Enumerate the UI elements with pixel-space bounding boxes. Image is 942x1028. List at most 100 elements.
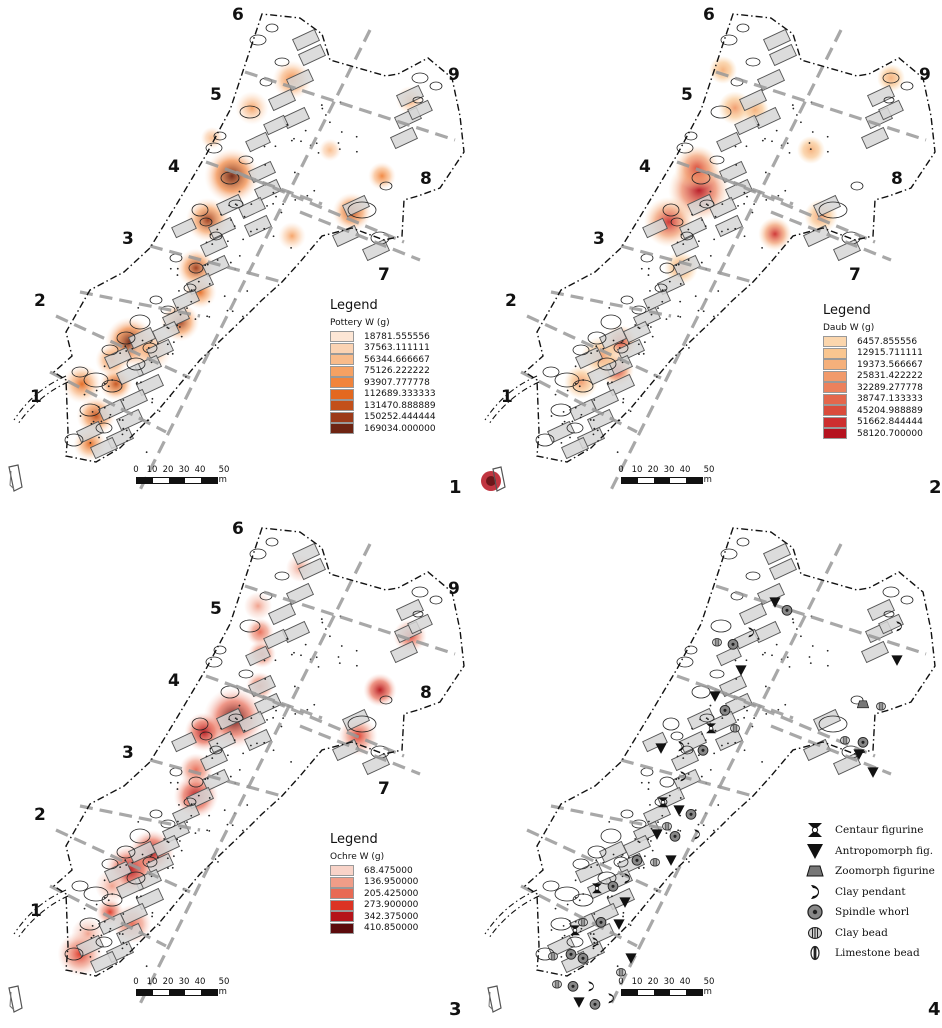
road-edge <box>13 375 67 421</box>
post-hole <box>554 907 557 910</box>
scale-bar-segment <box>137 990 153 995</box>
post-hole <box>608 820 611 823</box>
density-hotspot <box>709 56 737 84</box>
clay-bead-icon <box>650 858 660 867</box>
panel-number: 4 <box>928 999 941 1020</box>
post-hole <box>355 135 358 138</box>
scale-bar-segment <box>153 478 169 483</box>
post-hole <box>709 190 712 193</box>
legend-class-label: 68.475000 <box>364 865 413 876</box>
post-hole <box>622 401 624 404</box>
north-arrow-icon <box>8 985 23 1013</box>
area-number-label: 6 <box>703 5 715 25</box>
building-outline <box>878 99 904 121</box>
legend-class-label: 342.375000 <box>364 911 419 922</box>
post-hole <box>679 829 682 832</box>
antropomorph-figurine-icon <box>655 743 667 754</box>
pit-feature <box>572 344 590 356</box>
post-hole <box>809 148 812 151</box>
clay-pendant-icon <box>608 993 614 1004</box>
pit-feature <box>631 819 647 829</box>
post-hole <box>92 420 95 423</box>
post-hole <box>306 194 309 197</box>
spindle-whorl-icon <box>607 880 619 892</box>
post-hole <box>777 708 780 711</box>
post-hole <box>178 840 181 842</box>
legend-class-label: 75126.222222 <box>364 366 430 377</box>
post-hole <box>595 345 598 348</box>
post-hole <box>167 841 170 844</box>
pit-feature <box>129 314 151 330</box>
building-outline <box>75 420 105 444</box>
post-hole <box>620 341 623 344</box>
post-hole <box>612 339 615 342</box>
post-hole <box>554 393 557 396</box>
legend-item-label: Clay pendant <box>835 885 906 898</box>
post-hole <box>602 347 605 350</box>
post-hole <box>622 397 625 400</box>
legend-swatch <box>330 388 354 400</box>
post-hole <box>317 666 320 668</box>
excavation-grid-line <box>609 29 843 491</box>
building-outline <box>678 730 708 754</box>
post-hole <box>176 306 179 309</box>
post-hole <box>176 781 179 784</box>
post-hole <box>679 315 682 318</box>
legend-swatch <box>823 359 847 371</box>
legend-class-row: 150252.444444 <box>330 411 436 424</box>
clay-pendant-icon <box>805 883 825 901</box>
post-hole <box>809 662 812 665</box>
post-hole <box>272 235 275 238</box>
pit-feature <box>126 871 146 885</box>
legend-class-label: 273.900000 <box>364 900 419 911</box>
pit-feature <box>882 72 900 84</box>
post-hole <box>241 829 244 832</box>
post-hole <box>137 306 140 309</box>
antropomorph-figurine-icon <box>625 953 637 964</box>
clay-bead-icon <box>616 968 626 977</box>
building-outline <box>568 398 598 422</box>
post-hole <box>313 189 316 192</box>
scale-tick-label: 10 <box>631 977 643 987</box>
pit-feature <box>900 595 914 605</box>
pit-feature <box>745 57 761 67</box>
pit-feature <box>850 695 864 705</box>
post-hole <box>705 717 708 720</box>
site-boundary <box>523 13 936 463</box>
post-hole <box>304 129 307 132</box>
post-hole <box>180 849 183 852</box>
post-hole <box>158 410 161 413</box>
post-hole <box>264 678 267 680</box>
pit-feature <box>274 57 290 67</box>
pit-feature <box>676 656 694 668</box>
scale-bar-segment <box>622 990 638 995</box>
post-hole <box>107 385 110 388</box>
post-hole <box>811 645 814 647</box>
building-outline <box>341 708 371 732</box>
pit-feature <box>83 886 109 902</box>
excavation-grid-line <box>138 543 372 1005</box>
post-hole <box>697 754 700 757</box>
legend-class-label: 25831.422222 <box>857 371 923 382</box>
post-hole <box>125 350 128 352</box>
post-hole <box>226 309 229 312</box>
post-hole <box>166 343 169 346</box>
pit-feature <box>411 72 429 84</box>
legend-class-row: 45204.988889 <box>823 405 923 417</box>
post-hole <box>608 306 611 309</box>
post-hole <box>629 924 632 927</box>
post-hole <box>315 142 318 145</box>
pit-feature <box>566 422 584 434</box>
post-hole <box>675 264 678 267</box>
excavation-grid-line <box>715 584 927 656</box>
pit-feature <box>239 619 261 633</box>
post-hole <box>700 261 703 264</box>
post-hole <box>216 228 219 231</box>
pit-feature <box>684 131 698 141</box>
legend-class-row: 410.850000 <box>330 922 418 935</box>
post-hole <box>131 861 134 864</box>
post-hole <box>761 246 763 249</box>
area-number-label: 1 <box>501 387 513 407</box>
pit-feature <box>720 548 738 560</box>
post-hole <box>124 345 127 348</box>
